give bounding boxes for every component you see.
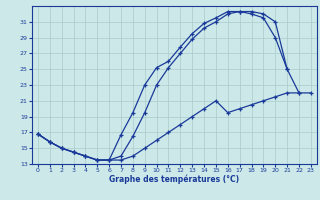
- X-axis label: Graphe des températures (°C): Graphe des températures (°C): [109, 175, 239, 184]
